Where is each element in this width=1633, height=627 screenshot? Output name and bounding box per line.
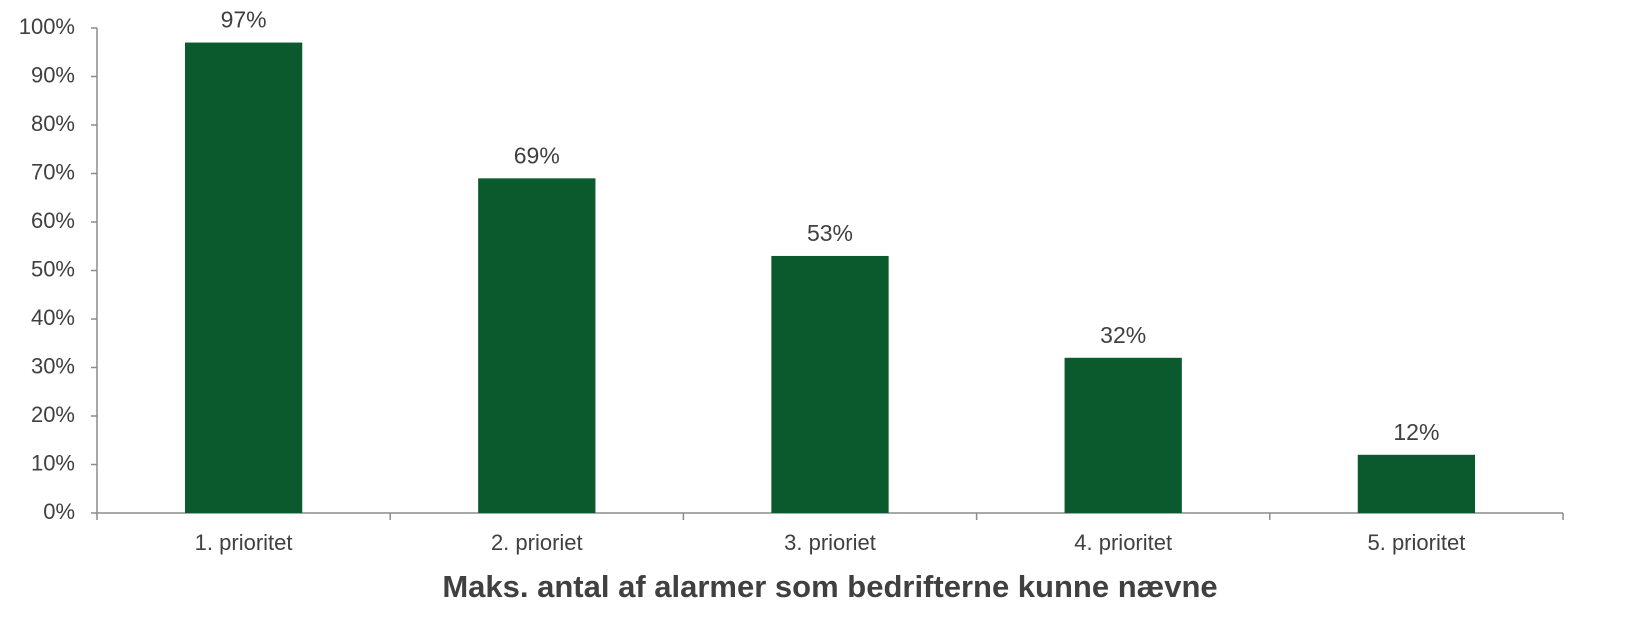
x-tick-label: 1. prioritet [195,530,293,555]
x-tick-label: 5. prioritet [1367,530,1465,555]
bar [184,42,303,514]
y-tick-label: 40% [31,305,75,330]
x-tick-label: 2. prioriet [491,530,583,555]
x-axis-title: Maks. antal af alarmer som bedrifterne k… [442,569,1217,604]
y-tick-label: 30% [31,353,75,378]
bar [478,178,596,513]
x-tick-label: 3. prioriet [784,530,876,555]
bar [771,255,889,513]
y-tick-label: 80% [31,111,75,136]
bar [1357,454,1476,513]
y-tick-label: 90% [31,62,75,87]
y-tick-label: 20% [31,402,75,427]
y-tick-label: 70% [31,159,75,184]
y-tick-label: 10% [31,450,75,475]
data-label: 53% [807,220,853,246]
y-tick-label: 100% [19,14,75,39]
x-tick-label: 4. prioritet [1074,530,1172,555]
data-label: 69% [514,142,560,168]
data-label: 12% [1393,419,1439,445]
bar [1064,357,1182,513]
y-tick-label: 0% [43,499,75,524]
y-tick-label: 60% [31,208,75,233]
data-label: 97% [221,7,267,33]
data-label: 32% [1100,322,1146,348]
y-tick-label: 50% [31,256,75,281]
